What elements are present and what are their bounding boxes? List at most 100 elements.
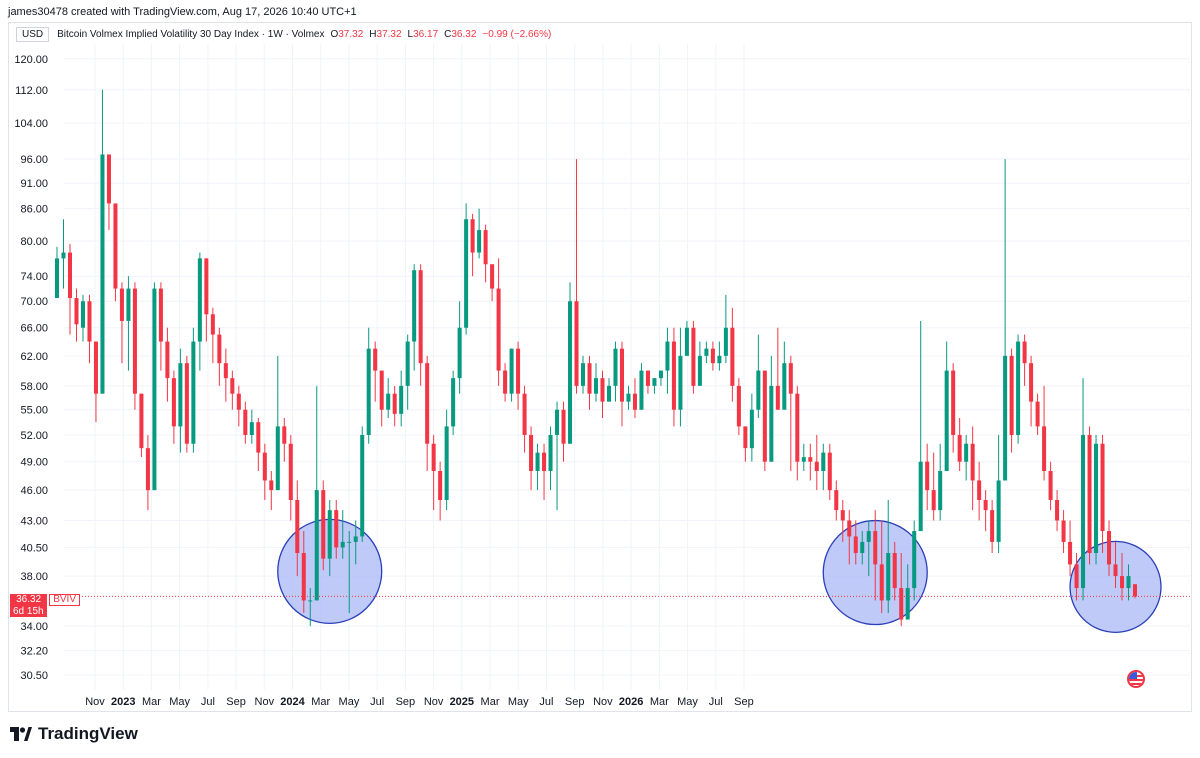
candle[interactable] — [470, 213, 475, 277]
candle[interactable] — [1016, 334, 1021, 444]
candle[interactable] — [1042, 385, 1047, 481]
candle[interactable] — [600, 370, 605, 418]
candle[interactable] — [106, 154, 111, 231]
candle[interactable] — [561, 401, 566, 462]
candle[interactable] — [977, 461, 982, 521]
candle[interactable] — [210, 307, 215, 364]
candle[interactable] — [938, 443, 943, 521]
candle[interactable] — [392, 385, 397, 427]
candle[interactable] — [438, 461, 443, 521]
candle[interactable] — [710, 341, 715, 371]
candle[interactable] — [580, 355, 586, 394]
candle[interactable] — [80, 294, 85, 342]
candle[interactable] — [165, 327, 170, 402]
candle[interactable] — [743, 426, 748, 462]
candle[interactable] — [483, 224, 488, 283]
candle[interactable] — [405, 334, 410, 410]
candle[interactable] — [347, 531, 352, 614]
candle[interactable] — [795, 385, 800, 481]
candle[interactable] — [931, 452, 936, 521]
candle[interactable] — [301, 531, 306, 614]
candle[interactable] — [61, 219, 66, 289]
candle[interactable] — [1022, 334, 1027, 386]
candle[interactable] — [321, 480, 326, 571]
candle[interactable] — [866, 520, 871, 577]
candle[interactable] — [1068, 520, 1073, 577]
candle[interactable] — [178, 348, 183, 453]
candle[interactable] — [678, 327, 683, 427]
candle[interactable] — [132, 282, 137, 410]
candle[interactable] — [847, 510, 852, 565]
candle[interactable] — [1029, 355, 1034, 427]
candle[interactable] — [288, 434, 293, 521]
candle[interactable] — [314, 385, 319, 601]
candle[interactable] — [74, 288, 79, 342]
symbol-title[interactable]: Bitcoin Volmex Implied Volatility 30 Day… — [57, 28, 325, 40]
candle[interactable] — [119, 282, 124, 364]
candle[interactable] — [951, 363, 956, 453]
candle[interactable] — [834, 480, 839, 521]
candle[interactable] — [360, 426, 365, 542]
candle[interactable] — [353, 520, 358, 565]
candle[interactable] — [275, 355, 280, 491]
candle[interactable] — [658, 370, 663, 386]
candle[interactable] — [236, 385, 241, 427]
candle[interactable] — [632, 378, 637, 418]
candle[interactable] — [158, 282, 163, 371]
candle[interactable] — [386, 378, 391, 418]
candle[interactable] — [522, 385, 527, 453]
candle[interactable] — [1100, 434, 1105, 554]
candle[interactable] — [379, 370, 384, 427]
candle[interactable] — [639, 363, 644, 410]
candle[interactable] — [990, 500, 995, 554]
candle[interactable] — [1107, 520, 1112, 577]
candle[interactable] — [814, 434, 819, 491]
candle[interactable] — [925, 443, 930, 511]
candle[interactable] — [645, 370, 650, 394]
candle[interactable] — [730, 307, 735, 402]
candle[interactable] — [503, 363, 508, 402]
candle[interactable] — [113, 203, 118, 302]
us-flag-icon[interactable] — [1127, 670, 1145, 688]
candle[interactable] — [366, 327, 371, 444]
candle[interactable] — [399, 370, 404, 427]
candle[interactable] — [418, 264, 423, 386]
candle[interactable] — [1048, 461, 1053, 511]
candle[interactable] — [691, 320, 696, 394]
candle[interactable] — [1126, 564, 1131, 601]
candle[interactable] — [87, 294, 92, 364]
candle[interactable] — [145, 434, 150, 511]
candle[interactable] — [67, 243, 73, 335]
candle[interactable] — [1074, 553, 1079, 601]
candle[interactable] — [457, 301, 462, 394]
candle[interactable] — [801, 443, 806, 471]
candle[interactable] — [697, 341, 702, 386]
candle[interactable] — [912, 520, 917, 601]
candle[interactable] — [451, 370, 456, 435]
candle[interactable] — [1035, 393, 1040, 435]
candle[interactable] — [736, 378, 741, 435]
candle[interactable] — [1087, 426, 1092, 565]
candle[interactable] — [535, 443, 540, 491]
currency-selector[interactable]: USD — [16, 26, 50, 42]
candle[interactable] — [204, 258, 209, 342]
candle[interactable] — [652, 378, 657, 394]
candle[interactable] — [762, 370, 767, 471]
candle[interactable] — [269, 470, 274, 511]
candle[interactable] — [964, 434, 969, 481]
candle[interactable] — [775, 327, 780, 410]
candle[interactable] — [619, 341, 624, 427]
candle[interactable] — [769, 355, 774, 462]
candle[interactable] — [93, 341, 98, 423]
candle[interactable] — [860, 531, 865, 565]
candle[interactable] — [905, 564, 910, 620]
candle[interactable] — [749, 393, 754, 462]
candle[interactable] — [613, 341, 618, 402]
candle[interactable] — [256, 417, 261, 471]
candle[interactable] — [282, 417, 287, 462]
tradingview-brand[interactable]: TradingView — [10, 724, 138, 744]
candle[interactable] — [464, 203, 469, 335]
candle[interactable] — [54, 246, 60, 299]
candle[interactable] — [490, 264, 495, 302]
candle[interactable] — [671, 327, 676, 427]
